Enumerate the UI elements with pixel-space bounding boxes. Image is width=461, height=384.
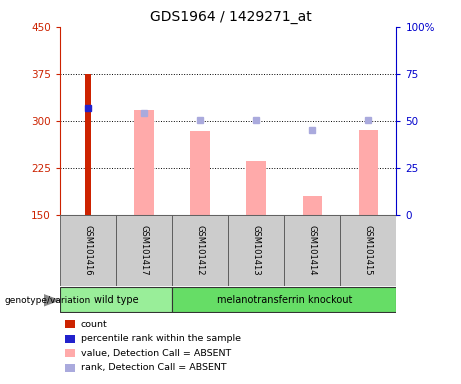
Bar: [190, 131, 210, 215]
Bar: [302, 196, 322, 215]
Polygon shape: [44, 295, 59, 306]
Text: GDS1964 / 1429271_at: GDS1964 / 1429271_at: [150, 10, 311, 23]
Text: GSM101417: GSM101417: [140, 225, 148, 276]
FancyBboxPatch shape: [340, 215, 396, 286]
Bar: [85, 74, 91, 215]
Text: GSM101415: GSM101415: [364, 225, 373, 276]
Text: GSM101413: GSM101413: [252, 225, 261, 276]
FancyBboxPatch shape: [60, 215, 116, 286]
FancyBboxPatch shape: [172, 286, 396, 313]
Text: count: count: [81, 319, 107, 329]
Bar: [134, 110, 154, 215]
Text: value, Detection Call = ABSENT: value, Detection Call = ABSENT: [81, 349, 231, 358]
FancyBboxPatch shape: [60, 286, 172, 313]
Text: GSM101416: GSM101416: [83, 225, 93, 276]
Text: melanotransferrin knockout: melanotransferrin knockout: [217, 295, 352, 305]
FancyBboxPatch shape: [284, 215, 340, 286]
Text: rank, Detection Call = ABSENT: rank, Detection Call = ABSENT: [81, 363, 226, 372]
Text: wild type: wild type: [94, 295, 138, 305]
Text: GSM101412: GSM101412: [195, 225, 205, 276]
FancyBboxPatch shape: [172, 215, 228, 286]
Text: genotype/variation: genotype/variation: [5, 296, 91, 305]
FancyBboxPatch shape: [228, 215, 284, 286]
Text: GSM101414: GSM101414: [308, 225, 317, 276]
Bar: [359, 130, 378, 215]
FancyBboxPatch shape: [116, 215, 172, 286]
Text: percentile rank within the sample: percentile rank within the sample: [81, 334, 241, 343]
Bar: [247, 161, 266, 215]
